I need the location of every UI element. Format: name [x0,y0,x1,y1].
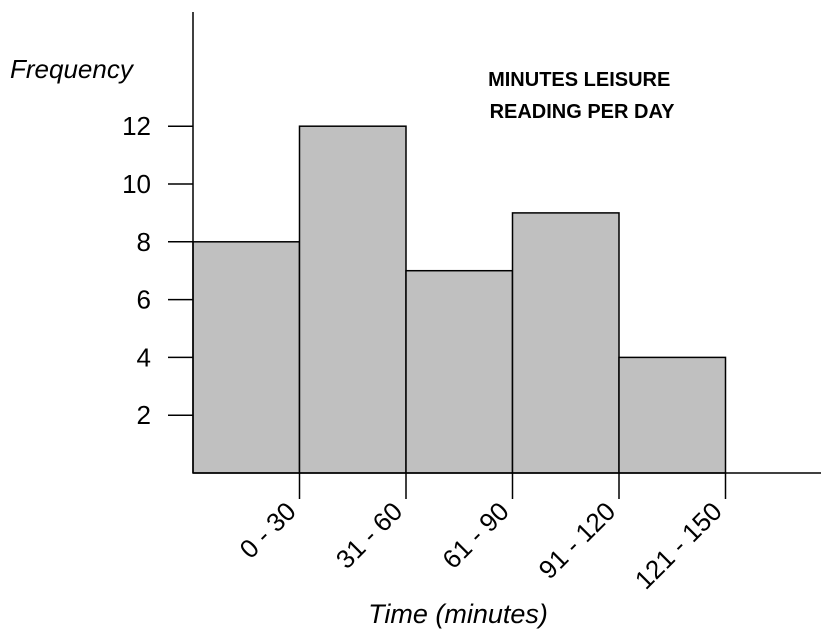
y-tick-label-6: 6 [137,285,151,315]
y-ticks: 2 4 6 8 10 12 [122,111,193,430]
chart-title-line-1: MINUTES LEISURE [488,69,670,91]
bar-1 [193,242,300,473]
x-tick-label-5: 121 - 150 [629,496,728,595]
y-tick-label-2: 2 [137,400,151,430]
x-tick-label-1: 0 - 30 [234,496,302,564]
y-tick-label-12: 12 [122,111,151,141]
chart-title-line-2: READING PER DAY [490,101,676,123]
bar-5 [619,357,726,473]
bar-2 [300,126,407,473]
x-tick-label-4: 91 - 120 [533,496,622,585]
y-tick-label-8: 8 [137,227,151,257]
y-tick-label-4: 4 [137,342,151,372]
y-axis-label: Frequency [10,54,135,84]
bar-4 [513,213,620,473]
x-tick-label-2: 31 - 60 [330,496,408,574]
y-tick-label-10: 10 [122,169,151,199]
bar-3 [406,271,513,473]
x-ticks: 0 - 30 31 - 60 61 - 90 91 - 120 121 - 150 [234,473,728,595]
chart-title: MINUTES LEISURE READING PER DAY [488,69,676,123]
x-axis-label: Time (minutes) [368,599,548,629]
bars [193,126,726,473]
x-tick-label-3: 61 - 90 [436,496,514,574]
